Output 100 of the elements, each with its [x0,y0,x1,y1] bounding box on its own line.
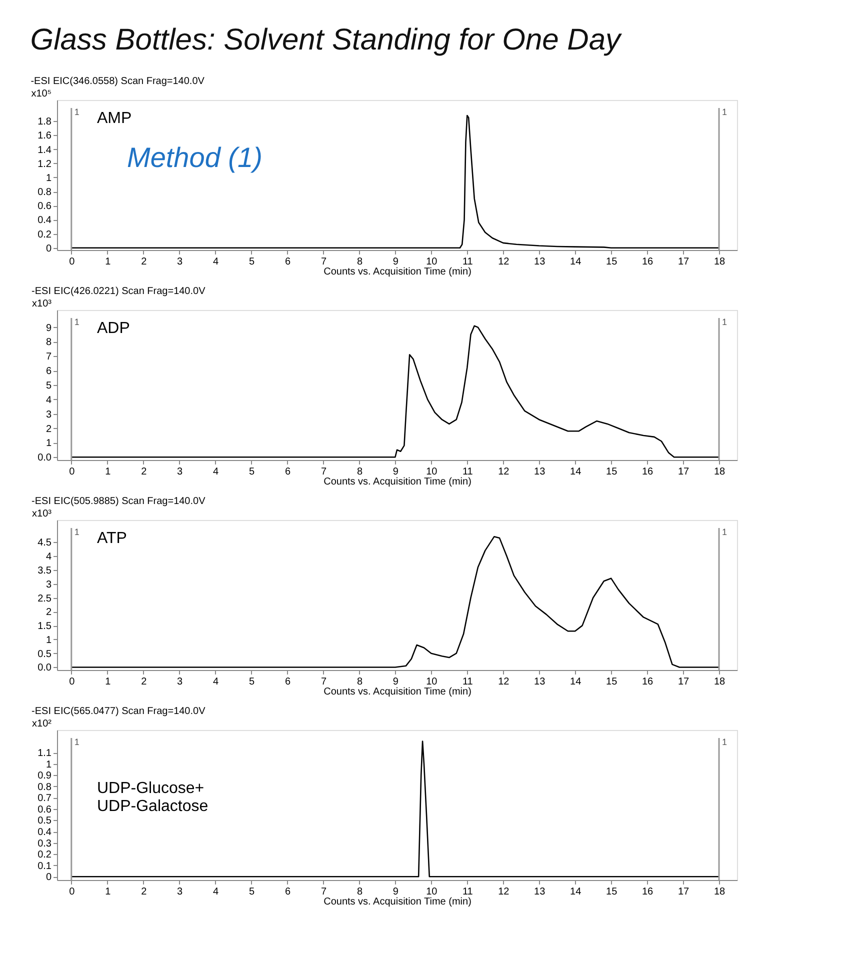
x-tick-label: 7 [320,886,327,898]
y-tick-label: 9 [46,322,52,334]
y-tick-label: 4 [46,394,52,406]
x-tick-label: 8 [356,676,363,688]
x-tick-label: 12 [498,676,510,688]
x-tick-label: 16 [642,256,654,268]
x-tick-label: 18 [714,676,726,688]
x-tick-label: 0 [69,676,76,688]
x-tick-label: 12 [498,886,510,898]
x-tick-label: 13 [534,466,546,478]
annotation: 1 [722,317,728,327]
y-axis-title: x10³ [32,298,52,310]
y-tick-label: 5 [46,380,52,392]
x-tick-label: 8 [356,466,363,478]
annotation: 1 [74,317,80,327]
x-tick-label: 18 [714,256,726,268]
y-tick-label: 1 [46,634,52,646]
chart-subtitle: -ESI EIC(346.0558) Scan Frag=140.0V [30,76,205,87]
x-axis-title: Counts vs. Acquisition Time (min) [324,266,472,278]
x-tick-label: 11 [462,256,474,268]
x-tick-label: 6 [284,466,291,478]
y-tick-label: 2.5 [38,593,52,604]
x-tick-label: 3 [177,466,184,478]
x-tick-label: 8 [356,886,363,898]
x-tick-label: 9 [392,676,399,688]
y-tick-label: 0.8 [38,782,52,793]
x-tick-label: 15 [606,256,618,268]
y-tick-label: 0 [46,243,52,254]
x-tick-label: 10 [426,466,438,478]
x-tick-label: 4 [213,886,220,898]
y-tick-label: 1 [46,438,52,450]
annotation: 1 [74,107,80,117]
y-tick-label: 0.1 [38,860,52,872]
y-tick-label: 7 [46,352,52,363]
y-tick-label: 1.2 [38,158,52,170]
x-tick-label: 5 [249,256,256,268]
x-tick-label: 2 [141,466,148,478]
chart-subtitle: -ESI EIC(505.9885) Scan Frag=140.0V [32,496,206,507]
y-tick-label: 0.6 [38,804,52,816]
x-tick-label: 9 [392,466,399,478]
x-tick-label: 6 [284,676,291,688]
x-tick-label: 10 [426,676,438,688]
x-tick-label: 4 [213,256,220,268]
y-tick-label: 0.2 [38,229,52,240]
x-tick-label: 15 [606,676,618,688]
y-tick-label: 0.5 [38,816,52,827]
x-tick-label: 13 [534,886,546,898]
y-tick-label: 2 [46,424,52,435]
x-tick-label: 1 [105,886,112,898]
x-tick-label: 5 [249,886,256,898]
y-tick-label: 3 [46,409,52,420]
y-tick-label: 0.3 [38,838,52,850]
x-tick-label: 7 [320,256,327,268]
y-tick-label: 1.6 [38,130,52,142]
x-tick-label: 7 [320,676,327,688]
x-tick-label: 0 [69,466,76,478]
annotation: 1 [722,107,728,117]
x-tick-label: 1 [105,256,112,268]
x-tick-label: 9 [392,886,399,898]
x-tick-label: 3 [177,256,184,268]
x-tick-label: 14 [570,886,582,898]
x-tick-label: 16 [642,676,654,688]
x-tick-label: 2 [141,676,148,688]
x-tick-label: 0 [69,886,76,898]
y-axis-title: x10⁵ [31,88,52,100]
y-tick-label: 0.0 [38,662,52,674]
annotation: AMP [97,110,132,127]
x-tick-label: 16 [642,886,654,898]
y-tick-label: 0.5 [38,648,52,660]
annotation: ADP [97,320,130,337]
x-tick-label: 3 [177,886,184,898]
y-tick-label: 4.5 [38,538,52,549]
annotation: 1 [722,737,728,747]
y-axis-title: x10² [32,718,52,730]
x-tick-label: 15 [606,886,618,898]
y-tick-label: 2 [46,607,52,618]
annotation: Method (1) [127,142,262,173]
line-series [70,740,720,878]
y-tick-label: 3.5 [38,566,52,576]
y-tick-label: 1.5 [38,621,52,632]
x-tick-label: 1 [105,466,112,478]
y-tick-label: 1 [46,172,52,184]
x-tick-label: 0 [69,256,76,268]
annotation: 1 [74,737,80,747]
y-tick-label: 1.8 [38,116,52,128]
x-tick-label: 7 [320,466,327,478]
x-tick-label: 12 [498,466,510,478]
y-axis-title: x10³ [32,508,52,520]
x-tick-label: 5 [249,676,256,688]
x-tick-label: 10 [426,886,438,898]
y-tick-label: 0.4 [38,827,52,838]
y-tick-label: 6 [46,366,52,378]
x-tick-label: 18 [714,886,726,898]
x-tick-label: 17 [678,256,690,268]
x-tick-label: 2 [141,256,148,268]
annotation: 1 [722,527,728,537]
chart-title: Glass Bottles: Solvent Standing for One Day [30,24,623,56]
x-axis-title: Counts vs. Acquisition Time (min) [324,476,472,488]
x-tick-label: 11 [462,886,474,898]
y-tick-label: 8 [46,337,52,348]
